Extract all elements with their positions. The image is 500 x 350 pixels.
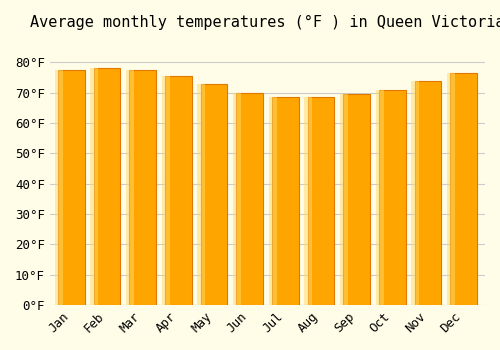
Bar xyxy=(165,76,192,305)
Bar xyxy=(343,94,370,305)
Bar xyxy=(414,80,442,305)
Bar xyxy=(376,90,384,305)
Bar xyxy=(272,97,298,305)
Bar xyxy=(54,70,62,305)
Bar xyxy=(268,97,276,305)
Bar xyxy=(412,80,420,305)
Bar xyxy=(200,84,228,305)
Bar xyxy=(129,70,156,305)
Bar xyxy=(233,93,241,305)
Bar xyxy=(162,76,170,305)
Bar xyxy=(126,70,134,305)
Bar xyxy=(90,69,98,305)
Bar xyxy=(198,84,205,305)
Title: Average monthly temperatures (°F ) in Queen Victoria: Average monthly temperatures (°F ) in Qu… xyxy=(30,15,500,30)
Bar xyxy=(304,97,312,305)
Bar xyxy=(236,93,263,305)
Bar xyxy=(308,97,334,305)
Bar xyxy=(94,69,120,305)
Bar xyxy=(58,70,84,305)
Bar xyxy=(379,90,406,305)
Bar xyxy=(450,73,477,305)
Bar xyxy=(447,73,455,305)
Bar xyxy=(340,94,348,305)
